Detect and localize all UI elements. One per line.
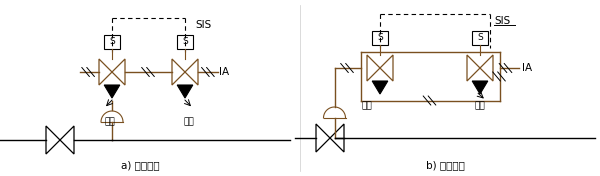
Polygon shape [60, 126, 74, 154]
Text: IA: IA [219, 67, 229, 77]
Text: a) 并联配置: a) 并联配置 [121, 160, 160, 170]
Text: S: S [182, 37, 188, 46]
Text: SIS: SIS [494, 16, 510, 26]
Polygon shape [372, 81, 388, 94]
Polygon shape [46, 126, 60, 154]
Text: b) 串联配置: b) 串联配置 [425, 160, 464, 170]
Text: 排气: 排气 [362, 102, 373, 111]
Bar [472, 31, 488, 45]
Polygon shape [472, 81, 488, 94]
Polygon shape [177, 85, 193, 98]
Text: S: S [109, 37, 115, 46]
Bar [177, 35, 193, 49]
Polygon shape [330, 124, 344, 152]
Text: 排气: 排气 [475, 102, 485, 111]
Text: 排气: 排气 [184, 118, 194, 127]
Bar [372, 31, 388, 45]
Text: S: S [377, 33, 383, 42]
Text: 排气: 排气 [104, 118, 115, 127]
Text: SIS: SIS [195, 20, 211, 30]
Polygon shape [316, 124, 330, 152]
Bar [104, 35, 120, 49]
Polygon shape [104, 85, 120, 98]
Text: S: S [477, 33, 483, 42]
Text: IA: IA [521, 63, 532, 73]
